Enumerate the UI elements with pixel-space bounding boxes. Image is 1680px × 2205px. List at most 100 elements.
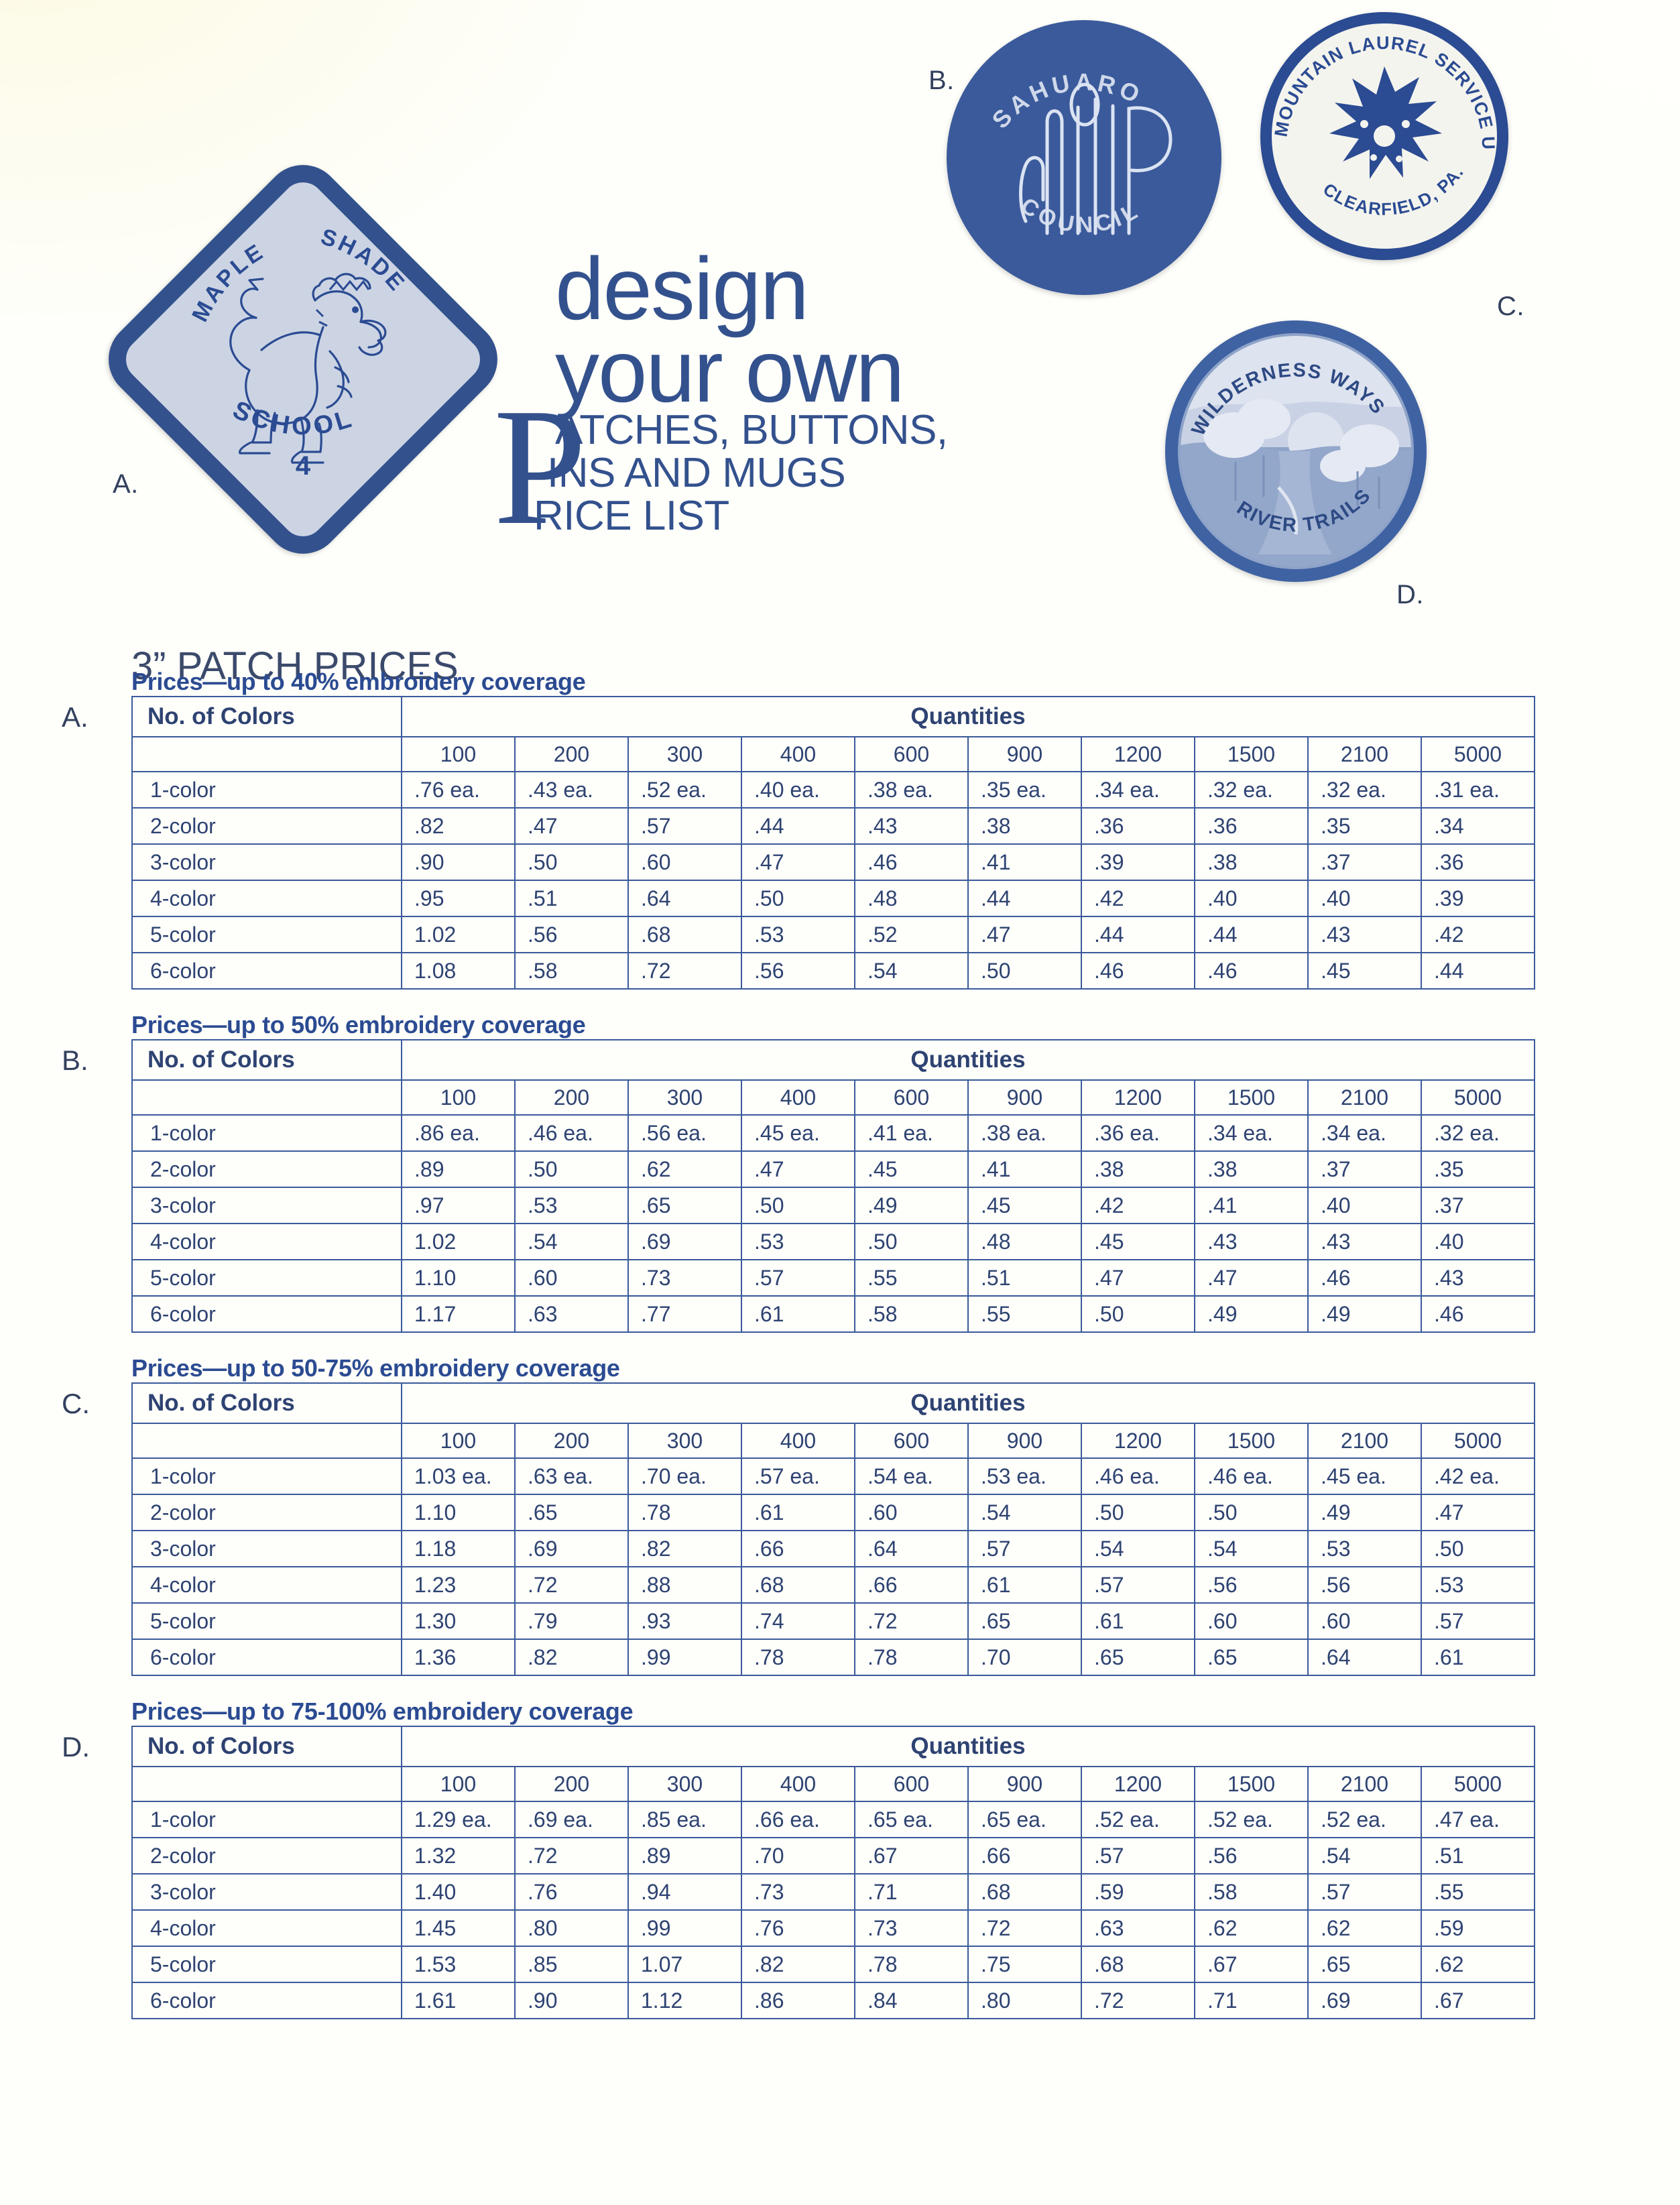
price-cell: .73 bbox=[741, 1873, 855, 1911]
price-cell: .43 bbox=[1307, 1223, 1422, 1260]
price-cell: .52 bbox=[854, 916, 969, 953]
price-cell: .52 ea. bbox=[1307, 1801, 1422, 1838]
price-cell: .46 bbox=[1194, 952, 1309, 990]
price-cell: .61 bbox=[741, 1494, 855, 1531]
price-cell: .57 bbox=[1081, 1837, 1195, 1874]
price-cell: .47 bbox=[1421, 1494, 1535, 1531]
price-cell: .72 bbox=[854, 1602, 969, 1640]
price-cell: .45 bbox=[967, 1187, 1082, 1224]
price-cell: .47 ea. bbox=[1421, 1801, 1535, 1838]
price-cell: .49 bbox=[1307, 1295, 1422, 1333]
price-cell: .78 bbox=[741, 1638, 855, 1676]
price-cell: .38 bbox=[967, 807, 1082, 845]
price-cell: .65 bbox=[514, 1494, 629, 1531]
price-cell: .51 bbox=[967, 1259, 1082, 1297]
price-cell: 1.40 bbox=[401, 1873, 516, 1911]
price-cell: .56 bbox=[1307, 1566, 1422, 1604]
quantity-header-100: 100 bbox=[401, 736, 516, 772]
price-cell: .44 bbox=[741, 807, 855, 845]
price-cell: .31 ea. bbox=[1421, 771, 1535, 809]
table-row: 6-color 1.08.58.72.56.54.50.46.46.45.44 bbox=[131, 952, 1535, 990]
table-letter-a: A. bbox=[62, 701, 88, 733]
price-cell: .38 bbox=[1194, 1150, 1309, 1188]
price-cell: .66 ea. bbox=[741, 1801, 855, 1838]
price-cell: .71 bbox=[1194, 1982, 1309, 2019]
patch-callout-a: A. bbox=[113, 469, 139, 499]
price-cell: .58 bbox=[1194, 1873, 1309, 1911]
price-cell: .48 bbox=[967, 1223, 1082, 1260]
price-cell: .79 bbox=[514, 1602, 629, 1640]
price-cell: .44 bbox=[1081, 916, 1195, 953]
price-cell: .65 bbox=[1081, 1638, 1195, 1676]
price-cell: .64 bbox=[1307, 1638, 1422, 1676]
row-label-4-color: 4-color bbox=[131, 1223, 402, 1260]
quantity-header-spacer bbox=[131, 1079, 402, 1116]
patch-c-artwork: MOUNTAIN LAUREL SERVICE UNIT CLEARFIELD,… bbox=[1272, 23, 1497, 219]
price-cell: .34 bbox=[1421, 807, 1535, 845]
price-cell: .62 bbox=[1307, 1909, 1422, 1947]
price-cell: .57 bbox=[1421, 1602, 1535, 1640]
price-cell: .35 ea. bbox=[967, 771, 1082, 809]
price-cell: 1.12 bbox=[627, 1982, 742, 2019]
table-row: 3-color 1.18.69.82.66.64.57.54.54.53.50 bbox=[131, 1530, 1535, 1567]
price-cell: .62 bbox=[627, 1150, 742, 1188]
price-cell: .73 bbox=[854, 1909, 969, 1947]
title-block: design your own P ATCHES, BUTTONS, INS A… bbox=[493, 244, 1145, 566]
price-cell: .53 bbox=[1307, 1530, 1422, 1567]
quantity-header-300: 300 bbox=[627, 1079, 742, 1116]
row-label-6-color: 6-color bbox=[131, 952, 402, 990]
price-cell: .82 bbox=[514, 1638, 629, 1676]
price-cell: .54 bbox=[1194, 1530, 1309, 1567]
price-cell: .64 bbox=[854, 1530, 969, 1567]
price-cell: .46 bbox=[1307, 1259, 1422, 1297]
price-cell: .47 bbox=[967, 916, 1082, 953]
price-cell: .52 ea. bbox=[1194, 1801, 1309, 1838]
price-cell: .85 bbox=[514, 1946, 629, 1983]
price-cell: .90 bbox=[401, 843, 516, 881]
row-label-3-color: 3-color bbox=[131, 1530, 402, 1567]
column-header-quantities: Quantities bbox=[401, 1382, 1535, 1424]
price-cell: .50 bbox=[1194, 1494, 1309, 1531]
patch-d-artwork: WILDERNESS WAYS RIVER TRAILS bbox=[1181, 336, 1411, 567]
quantity-header-row: 100 200 300 400 600 900 1200 1500 2100 5000 bbox=[131, 1079, 1535, 1116]
price-cell: .46 ea. bbox=[1194, 1457, 1309, 1495]
price-cell: 1.08 bbox=[401, 952, 516, 990]
row-label-6-color: 6-color bbox=[131, 1295, 402, 1333]
patch-callout-d: D. bbox=[1396, 580, 1424, 609]
price-cell: .69 ea. bbox=[514, 1801, 629, 1838]
price-cell: .80 bbox=[514, 1909, 629, 1947]
row-label-2-color: 2-color bbox=[131, 1494, 402, 1531]
row-label-3-color: 3-color bbox=[131, 843, 402, 881]
table-row: 4-color .95.51.64.50.48.44.42.40.40.39 bbox=[131, 880, 1535, 917]
row-label-5-color: 5-color bbox=[131, 1259, 402, 1297]
price-cell: .71 bbox=[854, 1873, 969, 1911]
quantity-header-600: 600 bbox=[854, 1766, 969, 1802]
price-cell: .76 bbox=[741, 1909, 855, 1947]
price-cell: .86 ea. bbox=[401, 1114, 516, 1152]
price-cell: .45 bbox=[1307, 952, 1422, 990]
price-cell: .45 bbox=[854, 1150, 969, 1188]
quantity-header-1500: 1500 bbox=[1194, 1766, 1309, 1802]
table-header-row: No. of Colors Quantities bbox=[131, 696, 1535, 737]
table-row: 2-color .82.47.57.44.43.38.36.36.35.34 bbox=[131, 807, 1535, 845]
price-cell: .38 ea. bbox=[854, 771, 969, 809]
price-table-c: No. of Colors Quantities 100 200 300 400 600 9… bbox=[131, 1382, 1535, 1676]
price-cell: .43 bbox=[854, 807, 969, 845]
price-cell: .56 bbox=[1194, 1837, 1309, 1874]
price-cell: .34 ea. bbox=[1307, 1114, 1422, 1152]
table-header-row: No. of Colors Quantities bbox=[131, 1726, 1535, 1767]
column-header-quantities: Quantities bbox=[401, 1039, 1535, 1081]
quantity-header-5000: 5000 bbox=[1421, 1079, 1535, 1116]
quantity-header-400: 400 bbox=[741, 736, 855, 772]
svg-text:MAPLE: MAPLE bbox=[187, 238, 269, 326]
price-cell: .43 ea. bbox=[514, 771, 629, 809]
price-cell: .65 bbox=[627, 1187, 742, 1224]
price-cell: .60 bbox=[1194, 1602, 1309, 1640]
price-cell: .60 bbox=[627, 843, 742, 881]
price-cell: .51 bbox=[514, 880, 629, 917]
patch-callout-c: C. bbox=[1497, 292, 1524, 321]
price-cell: .41 bbox=[967, 1150, 1082, 1188]
table-row: 1-color .76 ea. .43 ea. .52 ea. .40 ea. .38 e… bbox=[131, 771, 1535, 809]
price-cell: .50 bbox=[854, 1223, 969, 1260]
price-cell: .72 bbox=[1081, 1982, 1195, 2019]
